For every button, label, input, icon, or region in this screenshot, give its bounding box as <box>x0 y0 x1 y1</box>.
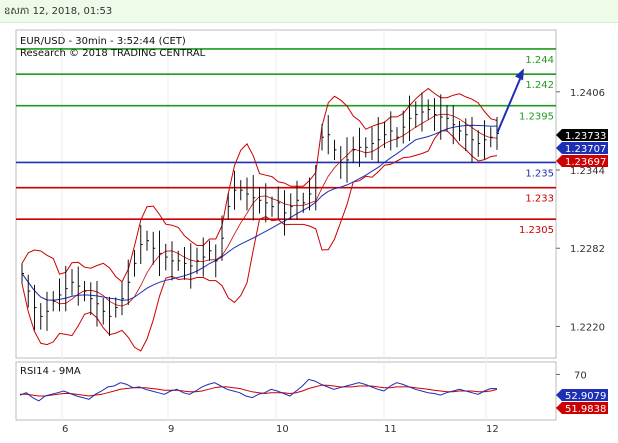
rsi-badge-label: 51.9838 <box>565 404 606 415</box>
band-lower <box>21 130 498 352</box>
level-label: 1.235 <box>525 168 554 179</box>
level-label: 1.233 <box>525 194 554 205</box>
price-badge <box>556 155 608 167</box>
level-label: 1.2395 <box>519 112 554 123</box>
y-tick-label: 1.2406 <box>570 88 605 99</box>
date-bar: ឧសភា 12, 2018, 01:53 <box>0 0 618 23</box>
price-badge-label: 1.23733 <box>565 131 606 142</box>
rsi-line <box>19 378 498 402</box>
price-badge <box>556 142 608 154</box>
x-tick-label: 12 <box>486 424 499 435</box>
level-label: 1.244 <box>525 55 554 66</box>
x-tick-label: 9 <box>168 424 174 435</box>
price-badge-label: 1.23707 <box>565 144 606 155</box>
main-plot-frame <box>15 29 557 359</box>
y-tick-label: 1.2282 <box>570 244 605 255</box>
band-upper <box>21 87 498 283</box>
chart-source: Research © 2018 TRADING CENTRAL <box>20 48 206 59</box>
forecast-arrow <box>496 73 523 134</box>
x-tick-label: 11 <box>384 424 397 435</box>
level-label: 1.2305 <box>519 225 554 236</box>
rsi-y-tick-label: 70 <box>574 370 587 381</box>
x-tick-label: 6 <box>62 424 68 435</box>
level-label: 1.242 <box>525 80 554 91</box>
y-tick-label: 1.2344 <box>570 166 605 177</box>
moving-average <box>21 124 498 301</box>
forecast-arrow-head <box>515 68 524 81</box>
rsi-badge <box>556 402 608 414</box>
rsi-badge-label: 52.9079 <box>565 391 606 402</box>
chart-title: EUR/USD - 30min - 3:52:44 (CET) <box>20 36 186 47</box>
price-badge <box>556 129 608 141</box>
rsi-badge <box>556 389 608 401</box>
y-tick-label: 1.2220 <box>570 322 605 333</box>
date-time: ឧសភា 12, 2018, 01:53 <box>4 6 113 17</box>
x-tick-label: 10 <box>276 424 289 435</box>
price-badge-label: 1.23697 <box>565 157 606 168</box>
rsi-title: RSI14 - 9MA <box>20 366 81 377</box>
rsi-ma-line <box>20 384 498 397</box>
